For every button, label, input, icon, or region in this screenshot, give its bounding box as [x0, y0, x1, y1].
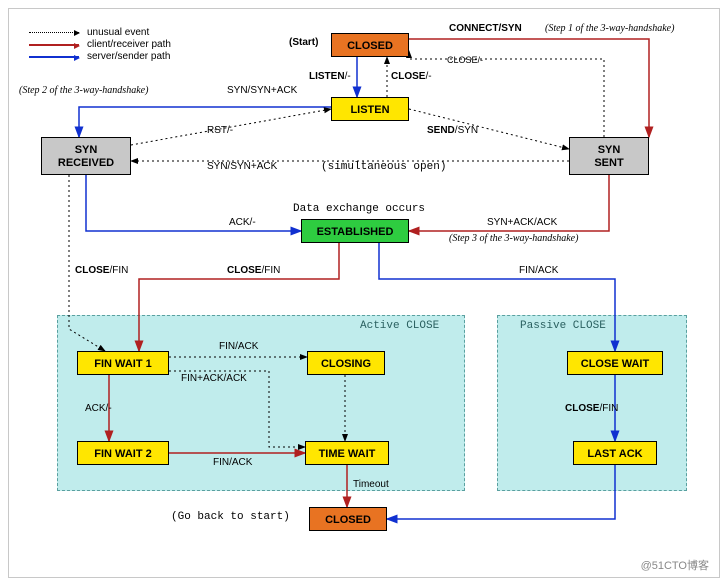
state-listen: LISTEN	[331, 97, 409, 121]
label-sim-open: (simultaneous open)	[321, 161, 446, 173]
region-title: Active CLOSE	[360, 320, 439, 332]
label-goback: (Go back to start)	[171, 511, 290, 523]
tcp-state-diagram: unusual event client/receiver path serve…	[8, 8, 720, 578]
legend-label: server/sender path	[87, 51, 170, 62]
state-close-wait: CLOSE WAIT	[567, 351, 663, 375]
state-time-wait: TIME WAIT	[305, 441, 389, 465]
label-finack-fw2: FIN/ACK	[213, 457, 252, 468]
legend-row-unusual: unusual event	[29, 27, 149, 38]
state-fin-wait-1: FIN WAIT 1	[77, 351, 169, 375]
label-data-exchange: Data exchange occurs	[293, 203, 425, 215]
label-ack: ACK/-	[229, 217, 256, 228]
state-syn-received: SYNRECEIVED	[41, 137, 131, 175]
label-step3: (Step 3 of the 3-way-handshake)	[449, 233, 578, 244]
label-ack2: ACK/-	[85, 403, 112, 414]
label-closefin3: CLOSE/FIN	[565, 403, 618, 414]
state-closing: CLOSING	[307, 351, 385, 375]
label-send-syn: SEND/SYN	[427, 125, 478, 136]
label-rst: RST/-	[207, 125, 233, 136]
state-closed-bottom: CLOSED	[309, 507, 387, 531]
legend-label: client/receiver path	[87, 39, 171, 50]
label-synack-ack: SYN+ACK/ACK	[487, 217, 557, 228]
label-timeout: Timeout	[353, 479, 389, 490]
state-last-ack: LAST ACK	[573, 441, 657, 465]
label-start: (Start)	[289, 37, 318, 48]
region-title: Passive CLOSE	[520, 320, 606, 332]
legend-row-server: server/sender path	[29, 51, 170, 62]
label-closefin1: CLOSE/FIN	[75, 265, 128, 276]
watermark: @51CTO博客	[641, 557, 709, 573]
state-fin-wait-2: FIN WAIT 2	[77, 441, 169, 465]
label-finack-fw1: FIN/ACK	[219, 341, 258, 352]
label-close2: CLOSE/-	[391, 71, 432, 82]
label-step1: (Step 1 of the 3-way-handshake)	[545, 23, 674, 34]
legend-line	[29, 44, 79, 46]
label-syn-synack2: SYN/SYN+ACK	[207, 161, 277, 172]
legend-line	[29, 32, 79, 33]
label-finackack: FIN+ACK/ACK	[181, 373, 247, 384]
legend-row-client: client/receiver path	[29, 39, 171, 50]
label-finack-est: FIN/ACK	[519, 265, 558, 276]
state-syn-sent: SYNSENT	[569, 137, 649, 175]
label-step2: (Step 2 of the 3-way-handshake)	[19, 85, 148, 96]
label-listen-dash: LISTEN/-	[309, 71, 351, 82]
state-closed-top: CLOSED	[331, 33, 409, 57]
label-connect-syn: CONNECT/SYN	[449, 23, 522, 34]
label-close1: CLOSE/-	[447, 55, 483, 65]
label-closefin2: CLOSE/FIN	[227, 265, 280, 276]
label-syn-synack: SYN/SYN+ACK	[227, 85, 297, 96]
state-established: ESTABLISHED	[301, 219, 409, 243]
legend-label: unusual event	[87, 27, 149, 38]
legend-line	[29, 56, 79, 58]
